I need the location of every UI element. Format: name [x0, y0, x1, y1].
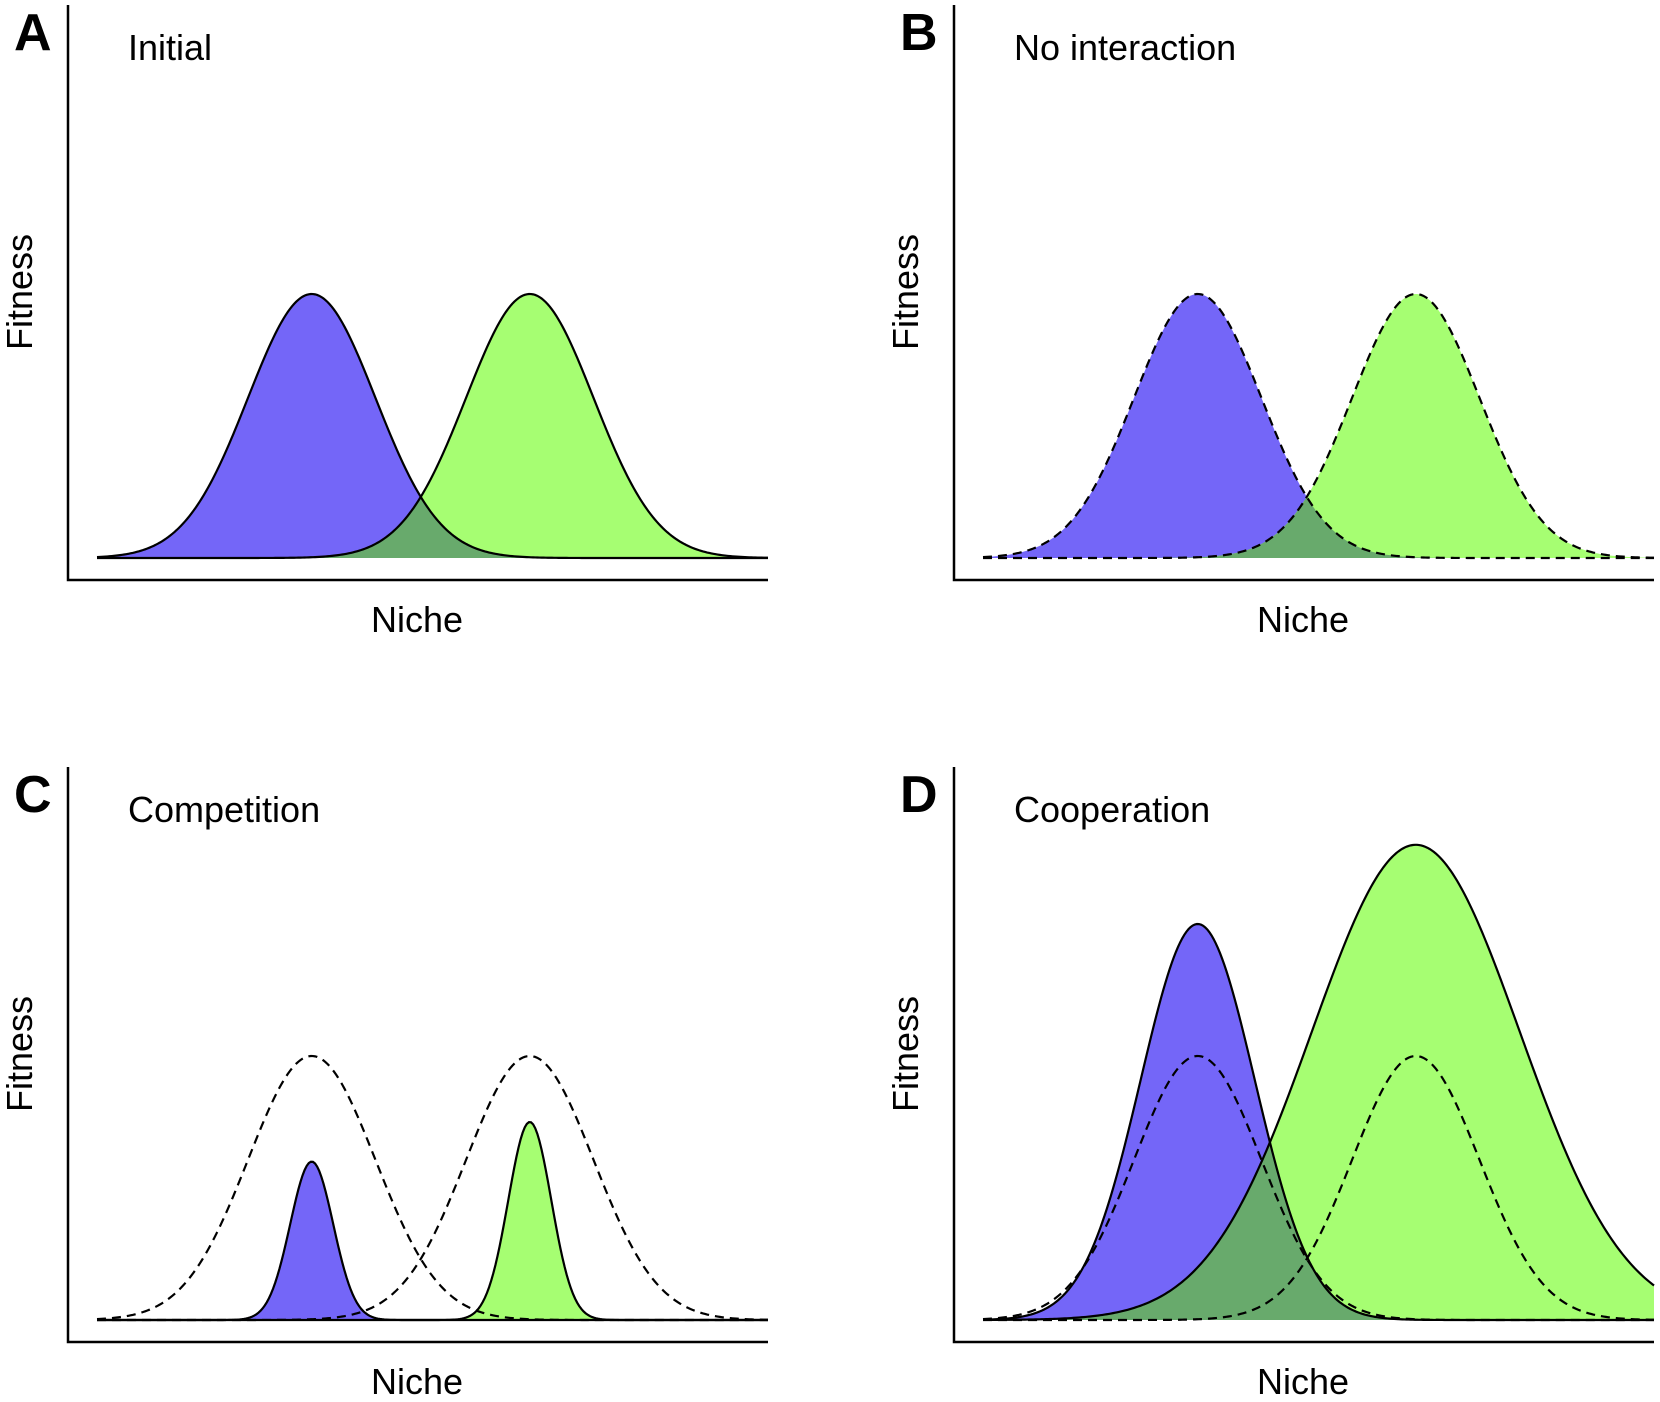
overlap-area — [97, 498, 768, 558]
x-axis-label: Niche — [1257, 599, 1349, 640]
fitness-curve-dashed-1 — [983, 292, 1655, 560]
panel-title: Cooperation — [1014, 789, 1210, 830]
panel-letter: A — [14, 4, 52, 62]
y-axis-label: Fitness — [0, 996, 40, 1112]
overlap-area — [983, 1143, 1654, 1320]
fitness-curve-solid-3 — [97, 1121, 768, 1322]
axes — [952, 767, 1654, 1344]
fitness-area-green-1 — [983, 294, 1654, 558]
fitness-curve-solid-1 — [982, 843, 1655, 1322]
panel-b: B No interaction Niche Fitness — [885, 4, 1655, 640]
panel-letter: C — [14, 766, 52, 824]
fitness-curve-solid-0 — [96, 292, 768, 560]
x-axis-label: Niche — [371, 599, 463, 640]
panel-a: A Initial Niche Fitness — [0, 4, 769, 640]
fitness-area-blue-0 — [983, 294, 1654, 558]
axes — [952, 5, 1654, 582]
x-axis-label: Niche — [371, 1361, 463, 1402]
fitness-curve-dashed-0 — [982, 292, 1654, 560]
panel-d: D Cooperation Niche Fitness — [885, 766, 1655, 1402]
fitness-area-green-1 — [983, 844, 1654, 1320]
y-axis-label: Fitness — [885, 234, 926, 350]
fitness-curve-solid-1 — [97, 292, 769, 560]
panel-title: No interaction — [1014, 27, 1236, 68]
panel-title: Competition — [128, 789, 320, 830]
fitness-curve-dashed-3 — [983, 1054, 1655, 1322]
fitness-area-green-3 — [97, 1122, 768, 1320]
panel-c: C Competition Niche Fitness — [0, 766, 769, 1402]
fitness-curve-dashed-2 — [982, 1054, 1654, 1322]
axes — [66, 767, 768, 1344]
overlap-area — [983, 498, 1654, 558]
fitness-area-green-1 — [97, 294, 768, 558]
panel-title: Initial — [128, 27, 212, 68]
panel-letter: D — [900, 766, 938, 824]
fitness-area-blue-2 — [97, 1161, 768, 1320]
axes — [66, 5, 768, 582]
x-axis-label: Niche — [1257, 1361, 1349, 1402]
y-axis-label: Fitness — [885, 996, 926, 1112]
fitness-curve-dashed-0 — [96, 1054, 768, 1322]
fitness-curve-dashed-1 — [97, 1054, 769, 1322]
y-axis-label: Fitness — [0, 234, 40, 350]
fitness-curve-solid-2 — [97, 1160, 768, 1322]
fitness-area-blue-0 — [983, 924, 1654, 1320]
fitness-area-blue-0 — [97, 294, 768, 558]
panel-letter: B — [900, 4, 938, 62]
